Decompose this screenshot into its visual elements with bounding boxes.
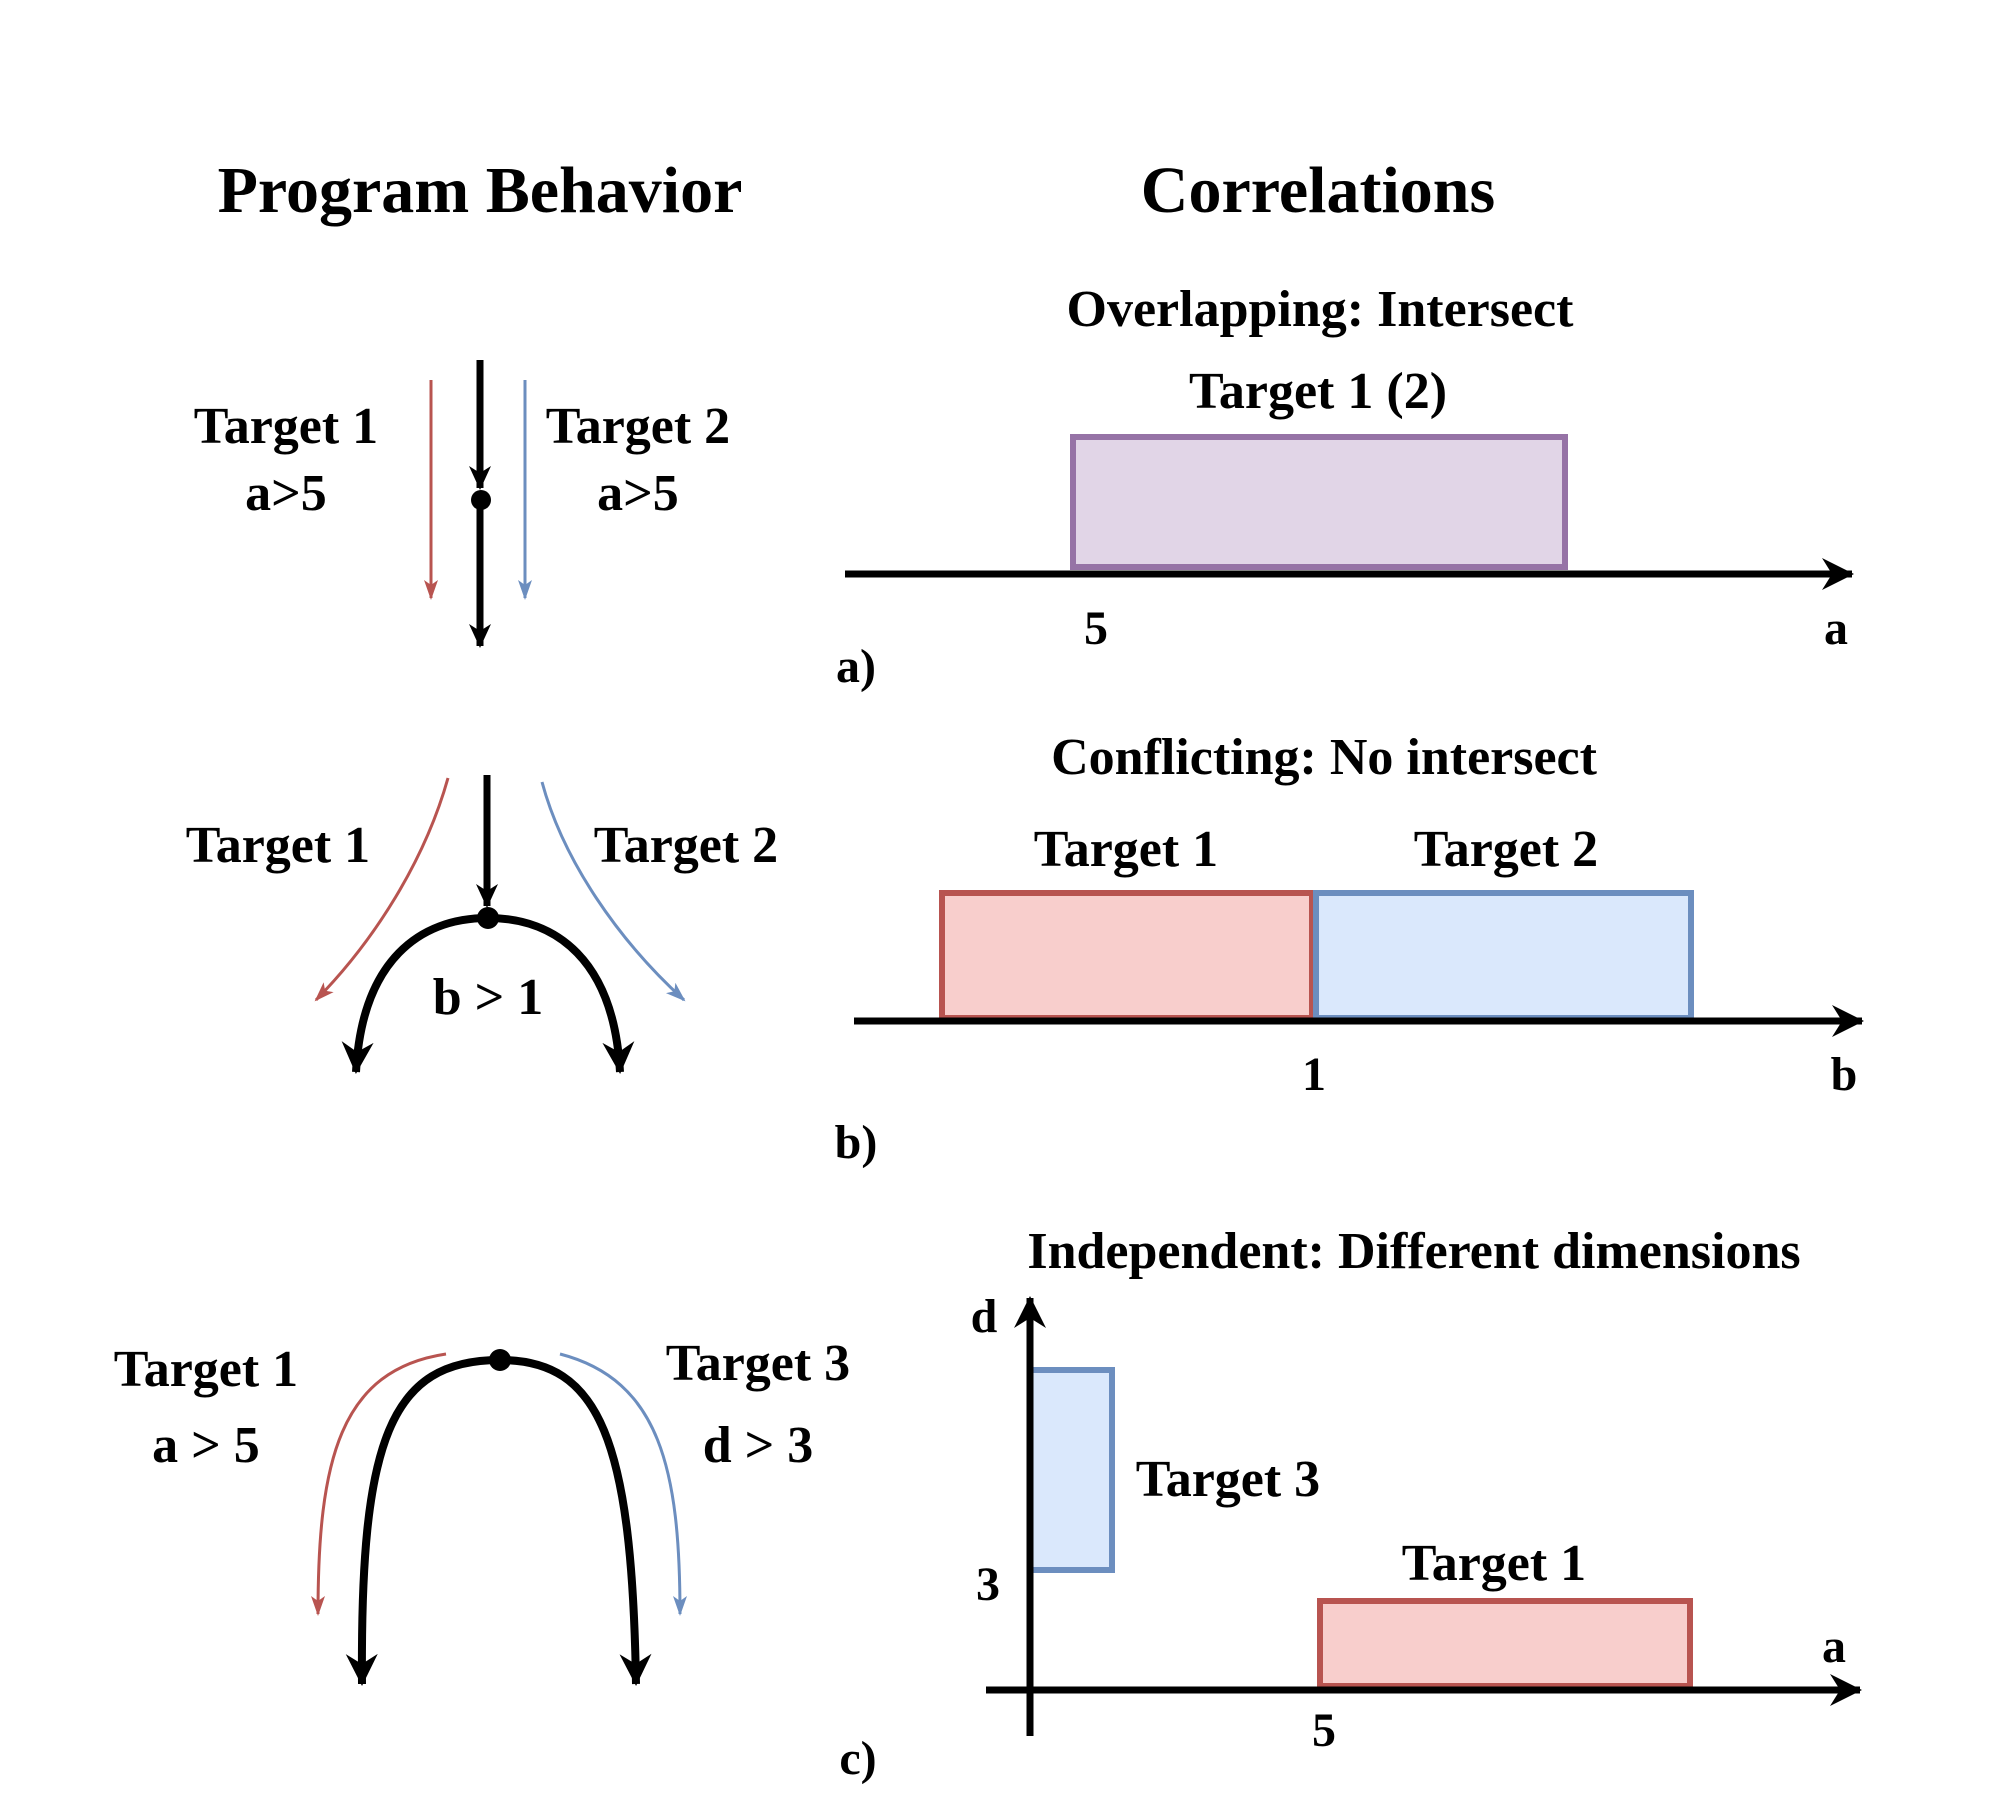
branch-node — [471, 490, 491, 510]
tick-3: 3 — [976, 1558, 1000, 1611]
branch-arc — [499, 1356, 652, 1686]
panel-a-label: a) — [836, 640, 876, 693]
target1-condition: a>5 — [245, 465, 327, 522]
tick-5: 5 — [1312, 1704, 1336, 1757]
region-label-target1-2: Target 1 (2) — [1189, 363, 1447, 420]
region-label-target2: Target 2 — [1414, 821, 1598, 878]
target1-condition: a > 5 — [152, 1417, 260, 1474]
region-label-target1: Target 1 — [1402, 1535, 1586, 1592]
target3-region — [1027, 1367, 1115, 1573]
panel-b-program-flow: Target 1 Target 2 b > 1 — [186, 775, 778, 1074]
panel-c-label: c) — [839, 1732, 876, 1785]
axis-a-label: a — [1824, 602, 1848, 655]
target1-region — [939, 890, 1315, 1021]
correlations-heading: Correlations — [1141, 154, 1495, 227]
axis-a-label: a — [1822, 1620, 1846, 1673]
region-label-target1: Target 1 — [1034, 821, 1218, 878]
panel-a-program-flow: Target 1 a>5 Target 2 a>5 — [194, 360, 730, 648]
target3-condition: d > 3 — [703, 1417, 814, 1474]
target3-path-arrow — [559, 1352, 687, 1616]
tick-5: 5 — [1084, 602, 1108, 655]
target1-path-arrow — [311, 1352, 447, 1616]
target2-label: Target 2 — [594, 817, 778, 874]
axis-b-label: b — [1831, 1048, 1858, 1101]
program-behavior-heading: Program Behavior — [218, 154, 743, 227]
target2-label: Target 2 — [546, 398, 730, 455]
target2-region — [1313, 890, 1694, 1021]
panel-c-correlation-plot: Independent: Different dimensions d a 3 … — [839, 1223, 1862, 1785]
panel-b-label: b) — [835, 1116, 878, 1169]
branch-node — [477, 907, 499, 929]
region-label-target3: Target 3 — [1136, 1451, 1320, 1508]
target1-region — [1317, 1598, 1693, 1689]
branch-arc — [487, 914, 635, 1074]
branch-condition: b > 1 — [433, 969, 544, 1026]
target1-path-arrow — [314, 777, 450, 1002]
target2-condition: a>5 — [597, 465, 679, 522]
target3-label: Target 3 — [666, 1335, 850, 1392]
panel-a-subtitle: Overlapping: Intersect — [1067, 281, 1575, 338]
panel-c-subtitle: Independent: Different dimensions — [1027, 1223, 1800, 1280]
overlap-region — [1070, 434, 1568, 570]
branch-arc — [345, 1356, 501, 1686]
target1-label: Target 1 — [186, 817, 370, 874]
target2-path-arrow — [540, 781, 686, 1002]
target1-label: Target 1 — [114, 1341, 298, 1398]
panel-b-correlation-plot: Conflicting: No intersect Target 1 Targe… — [835, 729, 1864, 1169]
panel-b-subtitle: Conflicting: No intersect — [1051, 729, 1598, 786]
panel-c-program-flow: Target 1 a > 5 Target 3 d > 3 — [114, 1335, 850, 1686]
axis-d-label: d — [971, 1290, 998, 1343]
panel-a-correlation-plot: Overlapping: Intersect Target 1 (2) 5 a … — [836, 281, 1854, 693]
branch-node — [489, 1349, 511, 1371]
tick-1: 1 — [1302, 1048, 1326, 1101]
target1-label: Target 1 — [194, 398, 378, 455]
branch-arc — [341, 914, 489, 1074]
